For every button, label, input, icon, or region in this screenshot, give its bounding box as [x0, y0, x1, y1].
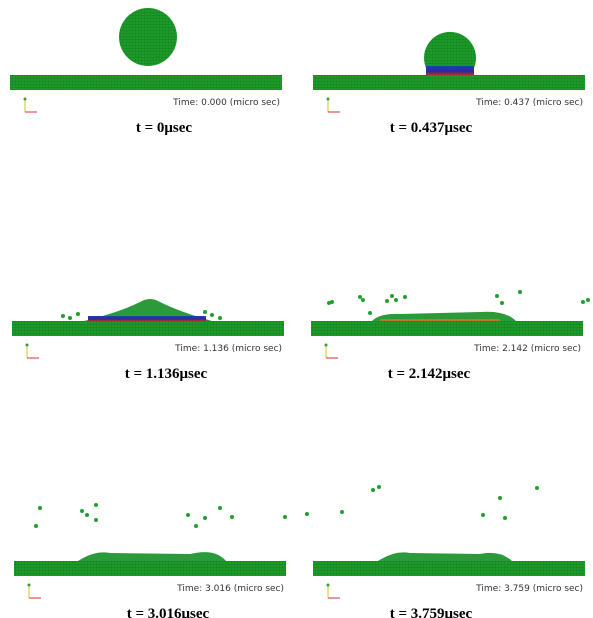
particle: [203, 310, 207, 314]
contact-zone: [380, 319, 500, 321]
caption: t = 0.437μsec: [390, 120, 473, 136]
particle: [518, 290, 522, 294]
time-label: Time: 3.759 (micro sec): [475, 584, 583, 594]
panel: Time: 1.136 (micro sec) t = 1.136μsec: [12, 299, 284, 382]
particle: [34, 524, 38, 528]
caption: t = 3.759μsec: [390, 606, 473, 618]
substrate: [10, 75, 282, 90]
particle: [218, 506, 222, 510]
panel: Time: 3.016 (micro sec) t = 3.016μsec: [14, 503, 309, 618]
panel: Time: 0.437 (micro sec) t = 0.437μsec: [313, 32, 585, 136]
particle: [194, 524, 198, 528]
particle: [394, 298, 398, 302]
particle: [495, 294, 499, 298]
axis-icon: [24, 98, 27, 101]
particle: [80, 509, 84, 513]
droplet: [424, 32, 476, 70]
particle: [498, 315, 502, 319]
particle: [358, 295, 362, 299]
particle: [500, 301, 504, 305]
particle: [586, 298, 590, 302]
particle: [230, 515, 234, 519]
time-label: Time: 3.016 (micro sec): [176, 584, 284, 594]
particle: [327, 301, 331, 305]
droplet: [119, 8, 177, 66]
splash-layer: [78, 552, 226, 561]
particle: [218, 316, 222, 320]
panel: Time: 3.759 (micro sec) t = 3.759μsec: [313, 485, 585, 618]
panel: Time: 0.000 (micro sec) t = 0μsec: [10, 8, 282, 136]
particle: [340, 510, 344, 514]
particle: [283, 515, 287, 519]
axis-icon: [325, 344, 328, 347]
particle: [368, 311, 372, 315]
time-label: Time: 1.136 (micro sec): [174, 344, 282, 354]
particle: [385, 299, 389, 303]
particle: [498, 496, 502, 500]
particle: [305, 512, 309, 516]
particle: [503, 516, 507, 520]
particle: [377, 485, 381, 489]
panel: Time: 2.142 (micro sec) t = 2.142μsec: [311, 290, 590, 382]
caption: t = 3.016μsec: [127, 606, 210, 618]
substrate: [311, 321, 583, 336]
time-label: Time: 0.000 (micro sec): [172, 98, 280, 108]
caption: t = 1.136μsec: [125, 366, 208, 382]
particle: [94, 518, 98, 522]
particle: [85, 513, 89, 517]
particle: [61, 314, 65, 318]
particle: [581, 300, 585, 304]
particle: [361, 298, 365, 302]
particle: [390, 294, 394, 298]
time-label: Time: 2.142 (micro sec): [473, 344, 581, 354]
contact-zone: [88, 316, 206, 321]
substrate: [313, 561, 585, 576]
particle: [68, 316, 72, 320]
contact-zone: [426, 66, 474, 75]
particle: [210, 313, 214, 317]
axis-icon: [26, 344, 29, 347]
caption: t = 0μsec: [136, 120, 193, 136]
particle: [94, 503, 98, 507]
particle: [186, 513, 190, 517]
axis-icon: [327, 98, 330, 101]
substrate: [14, 561, 286, 576]
axis-icon: [327, 584, 330, 587]
particle: [38, 506, 42, 510]
particle: [481, 513, 485, 517]
figure: Time: 0.000 (micro sec)t = 0μsecTime: 0.…: [0, 0, 593, 618]
time-label: Time: 0.437 (micro sec): [475, 98, 583, 108]
substrate: [313, 75, 585, 90]
axis-icon: [28, 584, 31, 587]
particle: [403, 295, 407, 299]
particle: [203, 516, 207, 520]
particle: [371, 488, 375, 492]
caption: t = 2.142μsec: [388, 366, 471, 382]
particle: [76, 312, 80, 316]
particle: [535, 486, 539, 490]
splash-layer: [378, 552, 512, 561]
substrate: [12, 321, 284, 336]
